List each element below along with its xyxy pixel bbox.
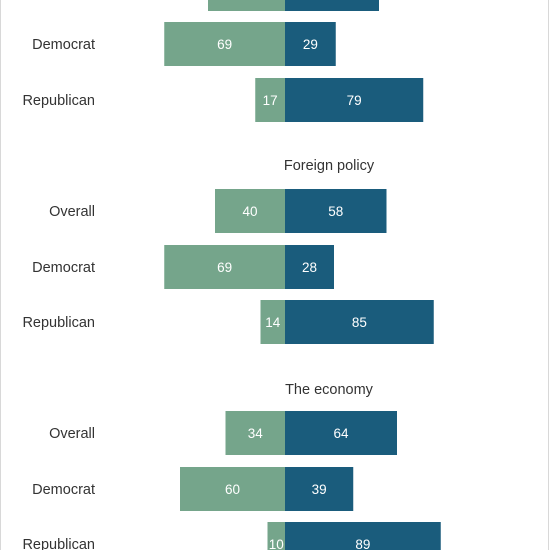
bar-right [285,300,434,344]
bar-right-value: 85 [352,315,367,330]
row-label: Republican [22,315,95,331]
bar-left-value: 14 [265,315,281,330]
bar-right [285,78,424,122]
bar-left [255,78,285,122]
section-title: Foreign policy [284,158,375,174]
bar-right [285,189,387,233]
bar-right-value: 28 [302,260,317,275]
bar-right-value: 29 [303,37,318,52]
bar-left [164,22,285,66]
bar-left-value: 69 [217,37,232,52]
row-label: Republican [22,537,95,550]
bar-right-value: 64 [333,426,349,441]
bar-left [180,467,285,511]
bar-left [267,522,285,550]
bar-right [285,0,379,11]
bar-left-value: 69 [217,260,232,275]
row-label: Democrat [32,260,95,276]
row-label: Overall [49,204,95,220]
bar-right-value: 79 [347,93,362,108]
bar-left [260,300,285,344]
bar-right-value: 89 [355,537,370,550]
bar-right-value: 39 [312,482,327,497]
bar-left [164,245,285,289]
row-label: Overall [49,426,95,442]
bar-right-value: 58 [328,204,343,219]
bar-left-value: 10 [269,537,284,550]
section-title: The economy [285,382,374,398]
bar-left [208,0,285,11]
bar-right [285,522,441,550]
row-label: Democrat [32,37,95,53]
bar-right [285,245,334,289]
bar-left-value: 40 [242,204,257,219]
bar-right [285,22,336,66]
row-label: Democrat [32,482,95,498]
row-label: Republican [22,93,95,109]
bar-left [215,189,285,233]
bar-left [225,411,285,455]
bar-left-value: 17 [263,93,278,108]
bar-right [285,411,397,455]
bar-right [285,467,354,511]
bar-left-value: 34 [248,426,264,441]
bar-left-value: 60 [225,482,240,497]
